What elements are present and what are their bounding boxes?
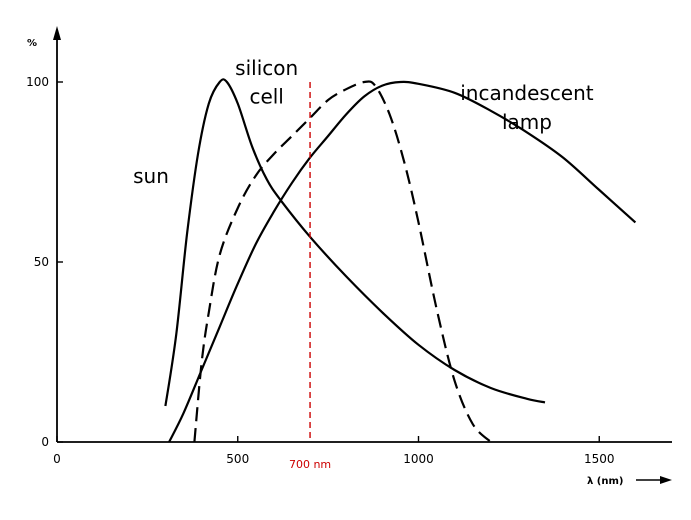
annotation-incandescent: incandescent <box>460 81 594 105</box>
annotation-cell: cell <box>249 85 283 109</box>
reference-layer: 700 nm <box>289 82 331 471</box>
y-tick-label: 100 <box>26 75 49 89</box>
annotation-silicon: silicon <box>235 56 298 80</box>
y-tick-label: 50 <box>34 255 49 269</box>
ticks-layer: 0 500 1000 1500 0 50 100 <box>26 75 614 466</box>
x-tick-label: 1000 <box>403 452 434 466</box>
y-axis-label: % <box>27 38 37 49</box>
annotations-layer: sun silicon cell incandescent lamp <box>133 56 594 188</box>
series-line-incandescent-lamp <box>168 80 637 443</box>
x-axis-arrow-icon <box>660 476 672 484</box>
annotation-sun: sun <box>133 164 169 188</box>
x-tick-label: 500 <box>226 452 249 466</box>
series-line-silicon-cell <box>193 80 492 443</box>
curves-layer <box>164 78 637 443</box>
y-axis-arrow-icon <box>53 26 61 40</box>
axes-layer <box>53 26 672 484</box>
annotation-lamp: lamp <box>502 110 552 134</box>
x-tick-label: 0 <box>53 452 61 466</box>
x-tick-label: 1500 <box>584 452 615 466</box>
x-axis-label: λ (nm) <box>587 476 624 487</box>
y-tick-label: 0 <box>41 435 49 449</box>
series-line-sun <box>164 78 546 407</box>
reference-line-label: 700 nm <box>289 458 331 471</box>
